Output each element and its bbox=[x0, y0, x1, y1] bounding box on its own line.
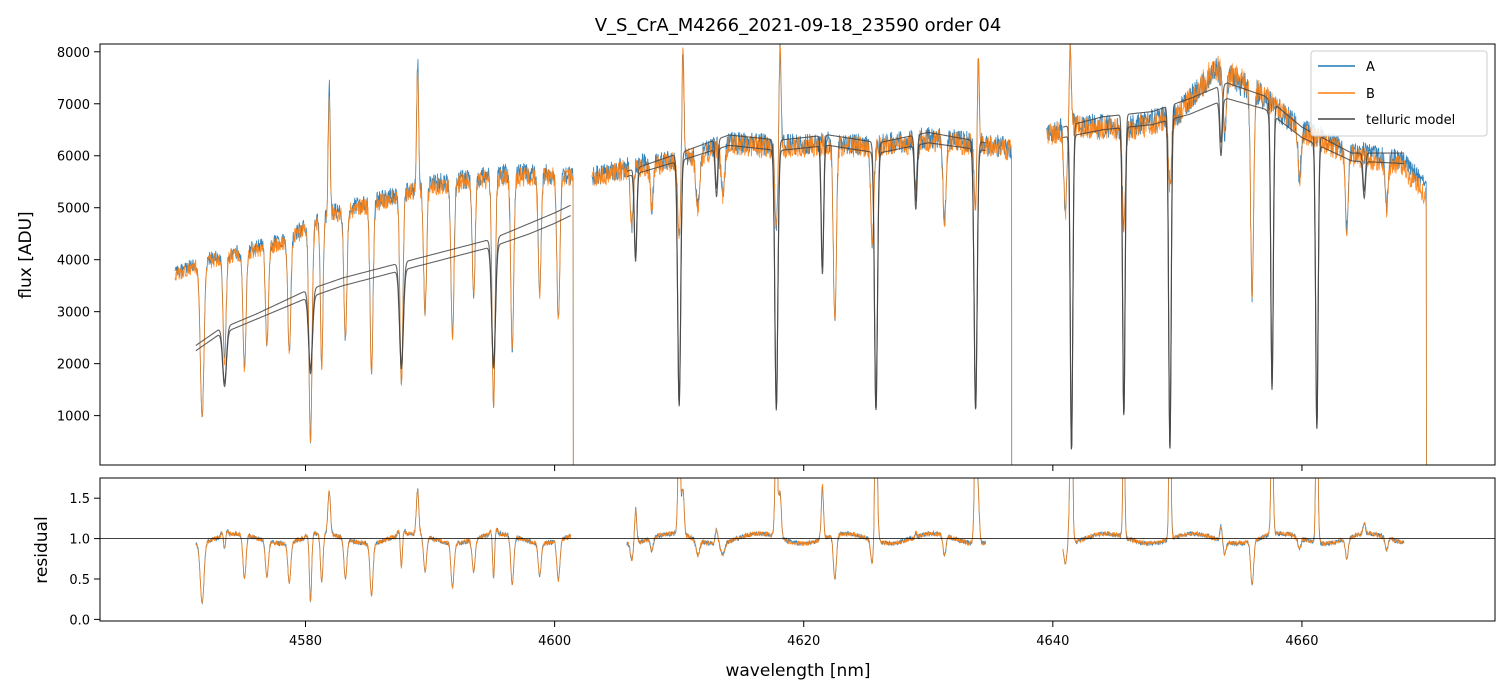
legend-label-a: A bbox=[1366, 60, 1375, 75]
telluric-model-line bbox=[195, 204, 571, 385]
x-axis-label: wavelength [nm] bbox=[725, 661, 870, 681]
flux-y-tick-label: 5000 bbox=[57, 202, 90, 217]
flux-axes-frame bbox=[99, 43, 1496, 466]
residual-series-b-line bbox=[626, 478, 986, 580]
flux-series-group bbox=[174, 44, 1427, 465]
chart-title: V_S_CrA_M4266_2021-09-18_23590 order 04 bbox=[595, 15, 1002, 36]
telluric-model-line bbox=[195, 215, 571, 388]
telluric-model-line bbox=[1062, 98, 1404, 450]
telluric-model-line bbox=[1062, 82, 1404, 449]
flux-series-b-line bbox=[174, 71, 574, 465]
residual-x-tick-label: 4620 bbox=[787, 634, 820, 649]
flux-axes: 1000 2000 3000 4000 5000 6000 7000 8000 flux [A… bbox=[16, 43, 1496, 471]
residual-x-tick-label: 4660 bbox=[1285, 634, 1318, 649]
flux-plot-area bbox=[100, 44, 1495, 465]
residual-y-axis-label: residual bbox=[32, 516, 52, 583]
flux-y-tick-label: 4000 bbox=[57, 254, 90, 269]
legend-label-b: B bbox=[1366, 87, 1375, 102]
telluric-model-line bbox=[626, 131, 986, 409]
residual-axes: 0.0 0.5 1.0 1.5 4580 4600 4620 4640 4660 residu… bbox=[32, 477, 1496, 681]
residual-series-b-line bbox=[1062, 478, 1405, 586]
residual-x-tick-label: 4640 bbox=[1036, 634, 1069, 649]
residual-y-tick-label: 0.0 bbox=[69, 613, 90, 628]
residual-x-ticks: 4580 4600 4620 4640 4660 bbox=[289, 621, 1318, 649]
residual-y-tick-label: 0.5 bbox=[69, 573, 90, 588]
legend: A B telluric model bbox=[1310, 50, 1488, 137]
legend-label-telluric: telluric model bbox=[1366, 113, 1455, 128]
telluric-model-line bbox=[626, 142, 986, 411]
residual-series-group bbox=[195, 478, 1405, 605]
residual-y-ticks: 0.0 0.5 1.0 1.5 bbox=[69, 492, 100, 628]
flux-y-tick-label: 8000 bbox=[57, 46, 90, 61]
residual-plot-area bbox=[100, 478, 1495, 621]
legend-box bbox=[1310, 50, 1488, 137]
flux-y-tick-label: 6000 bbox=[57, 150, 90, 165]
flux-y-tick-label: 1000 bbox=[57, 410, 90, 425]
flux-y-ticks: 1000 2000 3000 4000 5000 6000 7000 8000 bbox=[57, 46, 100, 425]
residual-y-tick-label: 1.5 bbox=[69, 492, 90, 507]
flux-y-tick-label: 3000 bbox=[57, 306, 90, 321]
residual-x-tick-label: 4580 bbox=[289, 634, 322, 649]
residual-y-tick-label: 1.0 bbox=[69, 533, 90, 548]
flux-y-tick-label: 7000 bbox=[57, 98, 90, 113]
flux-x-ticks bbox=[305, 465, 1303, 471]
flux-series-b-line bbox=[591, 45, 1013, 465]
residual-x-tick-label: 4600 bbox=[538, 634, 571, 649]
flux-y-axis-label: flux [ADU] bbox=[16, 211, 36, 298]
flux-y-tick-label: 2000 bbox=[57, 358, 90, 373]
residual-axes-frame bbox=[99, 477, 1496, 622]
